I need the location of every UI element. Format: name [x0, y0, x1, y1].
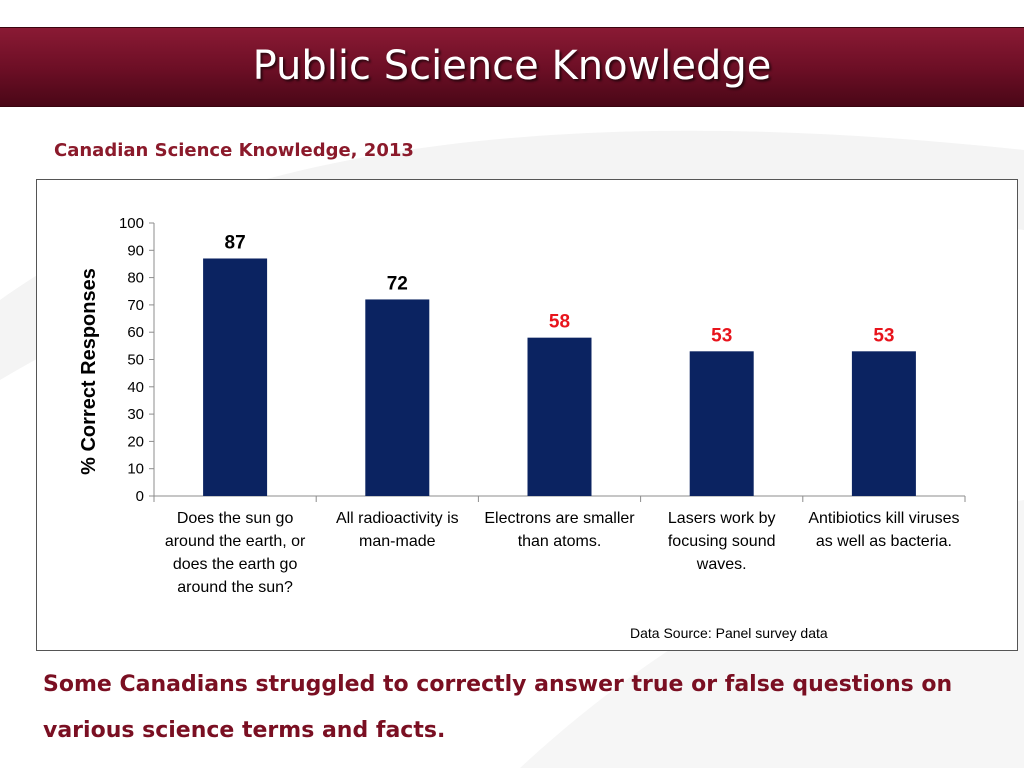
- bar: [203, 258, 268, 496]
- x-category-label: Electrons are smaller than atoms.: [484, 510, 635, 550]
- y-tick-label: 80: [127, 270, 144, 287]
- bar-value-label: 87: [225, 232, 246, 253]
- x-category-label: All radioactivity is man-made: [335, 510, 459, 550]
- bar: [689, 351, 754, 496]
- y-tick-label: 20: [127, 433, 144, 450]
- y-tick-label: 100: [119, 215, 144, 232]
- bar: [365, 299, 430, 496]
- data-source-note: Data Source: Panel survey data: [630, 625, 828, 641]
- bar-value-label: 53: [711, 325, 732, 346]
- x-category-label: Antibiotics kill viruses as well as bact…: [808, 510, 960, 550]
- y-tick-label: 10: [127, 461, 144, 478]
- y-tick-label: 60: [127, 324, 144, 341]
- bar-value-label: 53: [873, 325, 894, 346]
- slide-caption: Some Canadians struggled to correctly an…: [43, 672, 953, 743]
- bar-value-label: 72: [387, 273, 408, 294]
- x-category-label: Lasers work by focusing sound waves.: [667, 510, 776, 573]
- title-bar: [0, 27, 1024, 107]
- bar-chart: 0 10 20 30 40 50 60 70 80 90 100 % Correct Response…: [78, 215, 966, 505]
- y-tick-label: 40: [127, 379, 144, 396]
- chart-frame: 0 10 20 30 40 50 60 70 80 90 100 % Correct Response…: [36, 179, 1018, 651]
- bar: [527, 337, 592, 496]
- chart-subtitle: Canadian Science Knowledge, 2013: [54, 140, 414, 161]
- y-axis-title: % Correct Responses: [78, 268, 100, 475]
- x-category-label: Does the sun go around the earth, or doe…: [164, 510, 306, 596]
- y-tick-label: 70: [127, 297, 144, 314]
- bar: [851, 351, 916, 496]
- y-tick-label: 50: [127, 352, 144, 369]
- bar-value-label: 58: [549, 312, 570, 333]
- y-tick-label: 90: [127, 242, 144, 259]
- page-title: Public Science Knowledge: [252, 43, 772, 89]
- y-tick-label: 0: [136, 488, 144, 505]
- y-tick-label: 30: [127, 406, 144, 423]
